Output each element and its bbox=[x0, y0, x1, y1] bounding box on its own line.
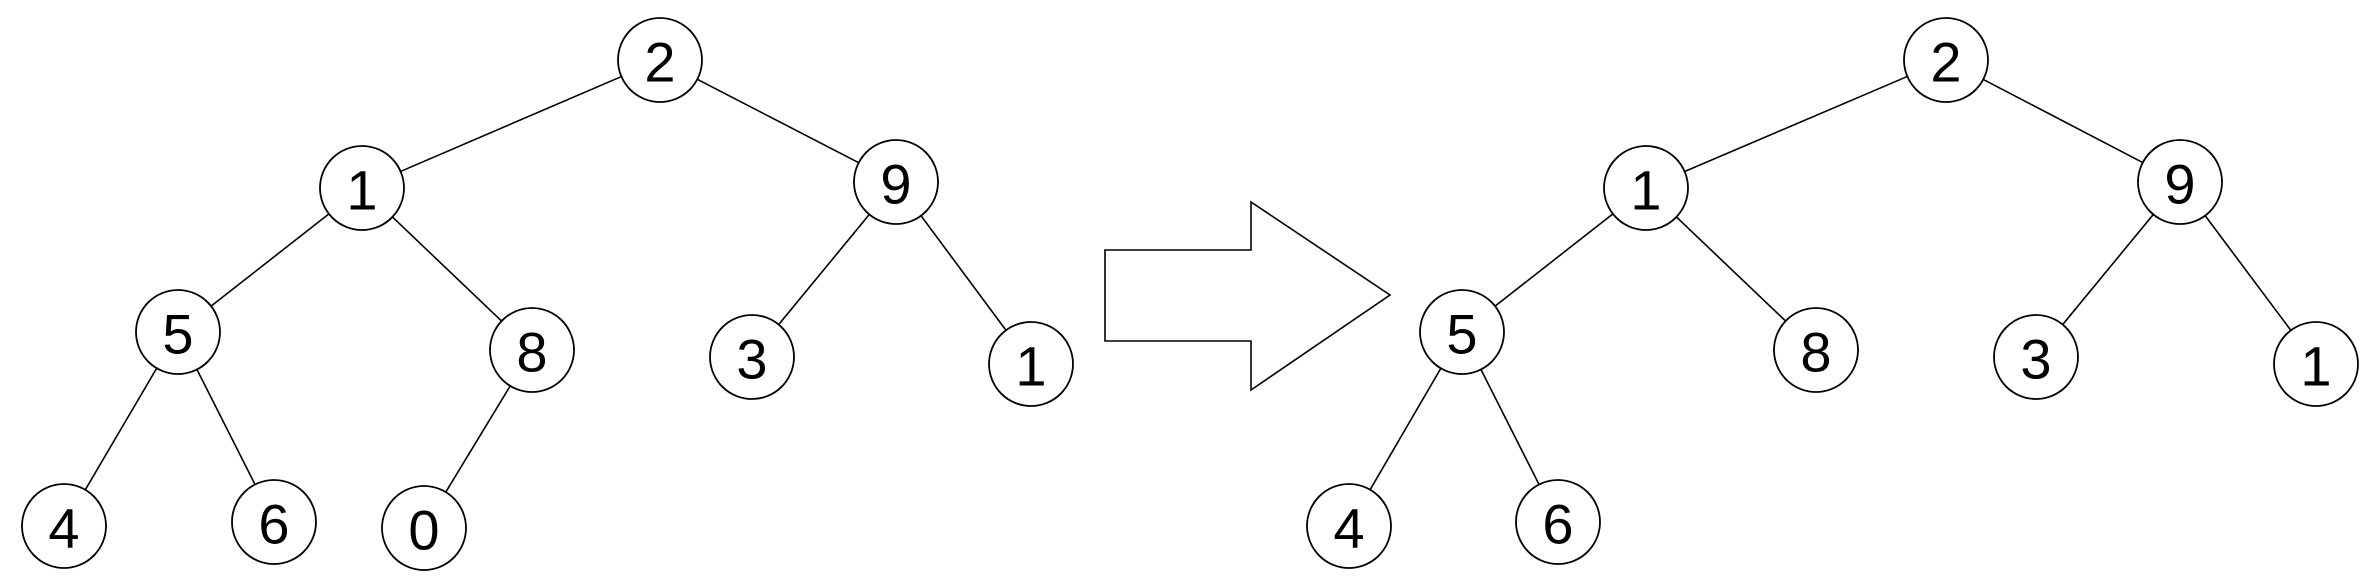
tree-edge-before-d-h bbox=[84, 367, 158, 491]
tree-edge-before-d-i bbox=[196, 369, 256, 485]
tree-node-before-j: 0 bbox=[381, 485, 467, 571]
node-label: 8 bbox=[1800, 321, 1831, 384]
node-label: 4 bbox=[48, 497, 79, 560]
tree-node-before-d: 5 bbox=[135, 289, 221, 375]
node-circle bbox=[231, 479, 317, 565]
tree-node-after-i: 6 bbox=[1515, 479, 1601, 565]
node-circle bbox=[2273, 321, 2359, 407]
tree-node-after-c: 9 bbox=[2137, 139, 2223, 225]
tree-node-after-b: 1 bbox=[1603, 145, 1689, 231]
node-label: 2 bbox=[644, 31, 675, 94]
node-circle bbox=[988, 321, 1074, 407]
tree-before: 2 1 9 5 8 3 1 4 6 0 bbox=[21, 17, 1074, 571]
tree-node-before-h: 4 bbox=[21, 483, 107, 569]
tree-node-before-c: 9 bbox=[853, 139, 939, 225]
node-label: 9 bbox=[2164, 153, 2195, 216]
tree-node-before-i: 6 bbox=[231, 479, 317, 565]
node-circle bbox=[617, 17, 703, 103]
node-label: 1 bbox=[346, 159, 377, 222]
tree-edge-after-b-d bbox=[1494, 213, 1614, 307]
node-label: 3 bbox=[736, 328, 767, 391]
tree-edge-before-a-b bbox=[400, 75, 622, 173]
node-label: 8 bbox=[516, 321, 547, 384]
node-circle bbox=[1603, 145, 1689, 231]
node-label: 2 bbox=[1930, 31, 1961, 94]
tree-node-before-a: 2 bbox=[617, 17, 703, 103]
node-label: 5 bbox=[162, 303, 193, 366]
tree-node-after-a: 2 bbox=[1903, 17, 1989, 103]
node-label: 6 bbox=[258, 493, 289, 556]
tree-edge-after-c-f bbox=[2062, 213, 2154, 326]
tree-after: 2 1 9 5 8 3 1 4 6 bbox=[1306, 17, 2359, 569]
tree-node-after-g: 1 bbox=[2273, 321, 2359, 407]
tree-node-before-b: 1 bbox=[319, 145, 405, 231]
node-circle bbox=[853, 139, 939, 225]
node-label: 6 bbox=[1542, 493, 1573, 556]
node-circle bbox=[1773, 307, 1859, 393]
node-circle bbox=[1515, 479, 1601, 565]
node-circle bbox=[381, 485, 467, 571]
tree-edge-before-a-c bbox=[696, 78, 860, 164]
tree-edge-before-e-j bbox=[445, 385, 511, 493]
tree-edge-before-b-e bbox=[391, 216, 503, 322]
right-arrow-icon bbox=[1104, 200, 1392, 392]
node-label: 3 bbox=[2020, 328, 2051, 391]
node-circle bbox=[1903, 17, 1989, 103]
node-circle bbox=[1993, 314, 2079, 400]
node-label: 5 bbox=[1446, 303, 1477, 366]
tree-edge-after-b-e bbox=[1675, 216, 1787, 322]
tree-edge-after-a-c bbox=[1982, 78, 2144, 164]
node-circle bbox=[135, 289, 221, 375]
node-circle bbox=[489, 307, 575, 393]
tree-edge-after-a-b bbox=[1684, 75, 1908, 173]
node-label: 4 bbox=[1333, 497, 1364, 560]
node-circle bbox=[319, 145, 405, 231]
node-label: 1 bbox=[1630, 159, 1661, 222]
tree-edge-after-d-h bbox=[1369, 367, 1442, 491]
tree-edge-before-c-f bbox=[778, 213, 870, 326]
node-circle bbox=[1306, 483, 1392, 569]
tree-node-after-e: 8 bbox=[1773, 307, 1859, 393]
node-label: 0 bbox=[408, 499, 439, 562]
node-circle bbox=[1419, 289, 1505, 375]
node-label: 1 bbox=[2300, 335, 2331, 398]
tree-node-before-g: 1 bbox=[988, 321, 1074, 407]
tree-node-after-d: 5 bbox=[1419, 289, 1505, 375]
node-label: 9 bbox=[880, 153, 911, 216]
tree-edge-before-b-d bbox=[210, 213, 330, 307]
node-label: 1 bbox=[1015, 335, 1046, 398]
tree-edge-before-c-g bbox=[920, 215, 1007, 331]
tree-edge-after-c-g bbox=[2204, 215, 2292, 331]
tree-node-before-e: 8 bbox=[489, 307, 575, 393]
node-circle bbox=[21, 483, 107, 569]
node-circle bbox=[2137, 139, 2223, 225]
tree-node-before-f: 3 bbox=[709, 314, 795, 400]
tree-edge-after-d-i bbox=[1480, 369, 1540, 485]
tree-node-after-f: 3 bbox=[1993, 314, 2079, 400]
tree-node-after-h: 4 bbox=[1306, 483, 1392, 569]
node-circle bbox=[709, 314, 795, 400]
